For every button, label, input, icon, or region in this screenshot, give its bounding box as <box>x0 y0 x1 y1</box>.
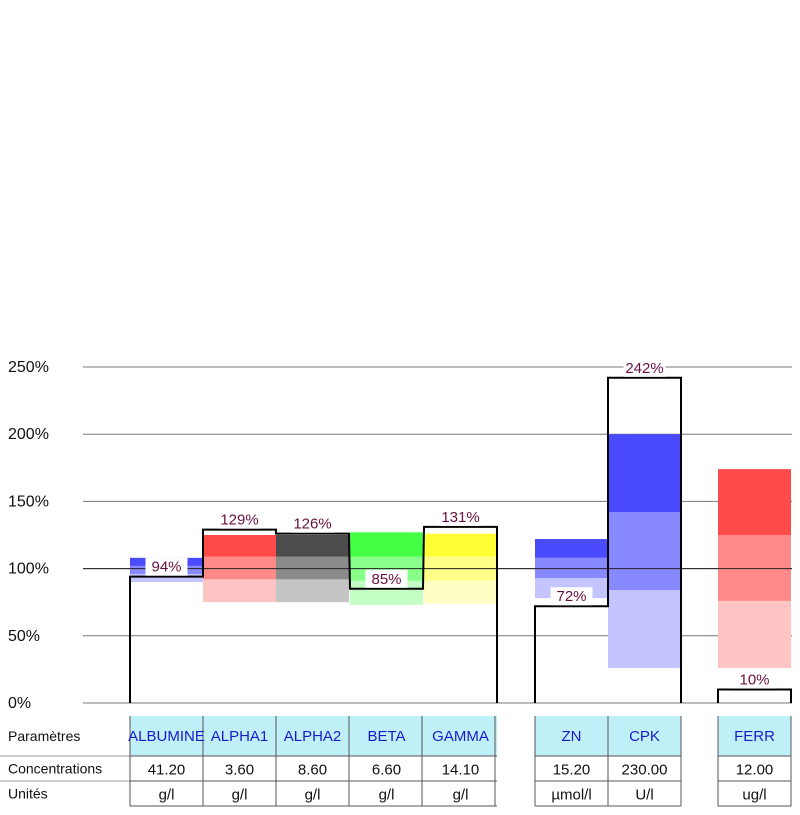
band-cpk-1 <box>608 512 681 591</box>
param-name-alpha1: ALPHA1 <box>211 728 269 745</box>
value-outline-group-3 <box>717 688 792 703</box>
band-alpha2-2 <box>276 535 349 557</box>
unit-cpk: U/l <box>635 787 653 804</box>
value-label-zn: 72% <box>556 588 586 605</box>
concentration-zn: 15.20 <box>553 762 591 779</box>
value-outline-group-2 <box>534 376 682 703</box>
y-tick-label-50: 50% <box>8 628 40 645</box>
unit-albumine: g/l <box>159 787 175 804</box>
value-label-bg-ferr <box>733 670 776 689</box>
value-label-bg-cpk <box>623 358 666 377</box>
table-header-bg-group-1 <box>130 716 497 756</box>
value-label-beta: 85% <box>371 571 401 588</box>
concentration-ferr: 12.00 <box>736 762 774 779</box>
y-tick-label-0: 0% <box>8 695 31 712</box>
band-alpha2-1 <box>276 556 349 580</box>
param-name-albumine: ALBUMINE <box>128 728 205 745</box>
value-label-ferr: 10% <box>739 672 769 689</box>
concentration-cpk: 230.00 <box>622 762 668 779</box>
row-label-0: Paramètres <box>8 728 80 744</box>
unit-beta: g/l <box>379 787 395 804</box>
y-axis-labels: 0% 50% 100% 150% 200% 250% <box>8 359 49 712</box>
param-name-beta: BETA <box>367 728 405 745</box>
band-cpk-0 <box>608 590 681 669</box>
value-label-bg-zn <box>550 587 593 606</box>
band-alpha1-2 <box>203 535 276 557</box>
band-alpha2-0 <box>276 579 349 603</box>
band-cpk-2 <box>608 434 681 513</box>
band-zn-2 <box>535 539 608 558</box>
param-name-alpha2: ALPHA2 <box>284 728 342 745</box>
value-label-alpha2: 126% <box>293 516 331 533</box>
param-name-zn: ZN <box>562 728 582 745</box>
value-label-albumine: 94% <box>151 559 181 576</box>
band-gamma-0 <box>424 580 497 604</box>
unit-gamma: g/l <box>453 787 469 804</box>
value-label-bg-alpha2 <box>291 514 334 533</box>
value-label-bg-alpha1 <box>218 510 261 529</box>
band-albumine-0 <box>130 573 203 583</box>
band-zn-1 <box>535 557 608 579</box>
row-label-1: Concentrations <box>8 761 102 777</box>
value-label-gamma: 131% <box>441 509 479 526</box>
band-alpha1-0 <box>203 579 276 603</box>
value-label-bg-albumine <box>145 557 188 576</box>
y-tick-label-250: 250% <box>8 359 49 376</box>
unit-ferr: ug/l <box>742 787 766 804</box>
band-ferr-0 <box>718 600 791 669</box>
concentration-beta: 6.60 <box>372 762 401 779</box>
value-label-alpha1: 129% <box>220 512 258 529</box>
param-name-gamma: GAMMA <box>432 728 489 745</box>
value-label-bg-gamma <box>439 507 482 526</box>
unit-alpha2: g/l <box>305 787 321 804</box>
band-beta-2 <box>350 532 423 557</box>
y-tick-label-200: 200% <box>8 426 49 443</box>
concentration-alpha2: 8.60 <box>298 762 327 779</box>
value-label-bg-beta <box>365 569 408 588</box>
param-name-ferr: FERR <box>734 728 775 745</box>
unit-zn: µmol/l <box>551 787 591 804</box>
band-alpha1-1 <box>203 556 276 580</box>
unit-alpha1: g/l <box>232 787 248 804</box>
table-header-bg-group-3 <box>718 716 791 756</box>
value-label-cpk: 242% <box>625 360 663 377</box>
y-tick-label-150: 150% <box>8 493 49 510</box>
row-label-2: Unités <box>8 786 48 802</box>
concentration-alpha1: 3.60 <box>225 762 254 779</box>
parameter-table: Paramètres Concentrations Unités ALBUMINE 41… <box>0 716 792 807</box>
y-tick-label-100: 100% <box>8 561 49 578</box>
concentration-gamma: 14.10 <box>442 762 480 779</box>
value-labels: 94% 129% 126% 85% 131% 72% 242% 10% <box>145 358 776 689</box>
concentration-albumine: 41.20 <box>148 762 186 779</box>
value-outline <box>129 376 792 703</box>
reference-bands <box>130 434 791 669</box>
param-name-cpk: CPK <box>629 728 660 745</box>
value-outline-group-1 <box>129 525 498 703</box>
band-ferr-2 <box>718 469 791 535</box>
band-ferr-1 <box>718 535 791 601</box>
band-gamma-2 <box>424 533 497 557</box>
